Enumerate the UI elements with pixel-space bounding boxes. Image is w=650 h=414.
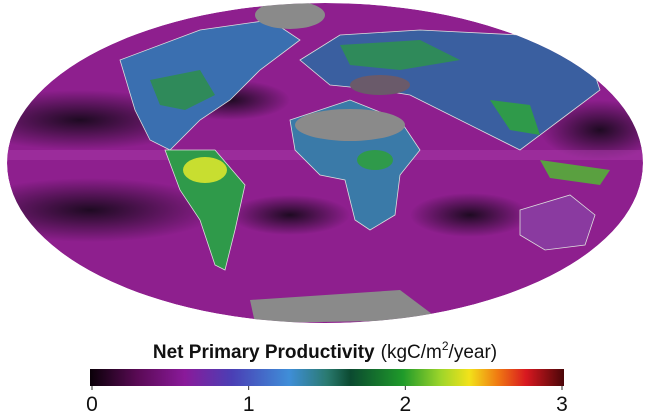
unit-prefix: (kgC/m (381, 342, 442, 363)
unit-superscript: 2 (442, 339, 449, 353)
tick-label: 1 (243, 393, 255, 414)
tick-label: 2 (399, 393, 411, 414)
colorbar-title: Net Primary Productivity (kgC/m2/year) (153, 339, 497, 363)
title-text: Net Primary Productivity (153, 342, 375, 363)
tick-label: 0 (86, 393, 98, 414)
map (7, 3, 643, 323)
unit-suffix: /year) (449, 342, 498, 363)
colorbar (90, 369, 564, 386)
tick-label: 3 (556, 393, 568, 414)
